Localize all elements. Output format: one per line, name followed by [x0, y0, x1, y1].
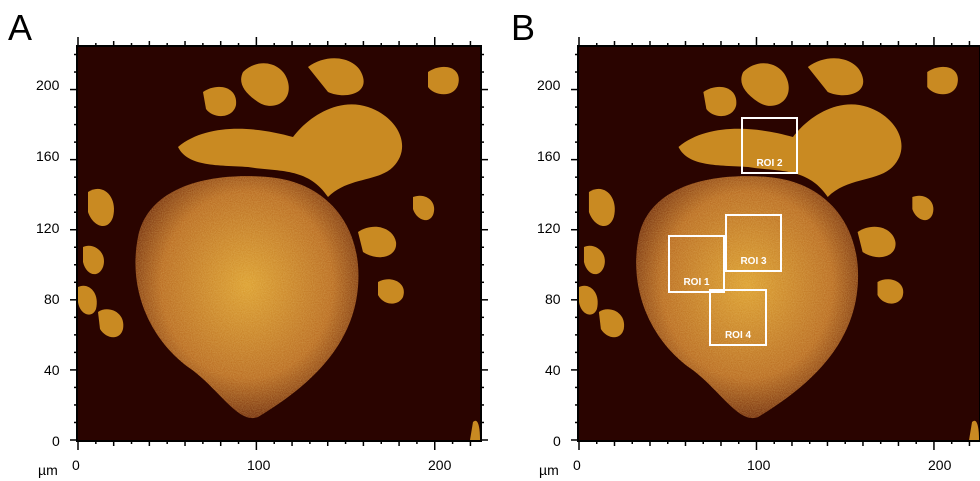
roi-4-label: ROI 4 [724, 330, 752, 341]
y-tick-label: 80 [545, 291, 561, 307]
x-tick-label: 0 [72, 457, 80, 473]
panel-letter: A [8, 7, 33, 48]
roi-2-label: ROI 2 [756, 158, 783, 169]
panel-b: B [501, 0, 980, 481]
y-tick-label: 120 [537, 220, 561, 236]
x-tick-label: 0 [573, 457, 581, 473]
panel-a: A [8, 7, 488, 478]
y-tick-label: 40 [545, 362, 561, 378]
y-tick-label: 80 [44, 291, 60, 307]
roi-3-box: ROI 3 [725, 214, 782, 272]
y-tick-label: 160 [36, 148, 60, 164]
microscopy-image [78, 47, 480, 440]
roi-2-box: ROI 2 [741, 117, 798, 174]
y-tick-label: 160 [537, 148, 561, 164]
roi-1-box: ROI 1 [668, 235, 725, 293]
roi-1-label: ROI 1 [683, 277, 710, 288]
y-tick-label: 40 [44, 362, 60, 378]
small-cells [579, 58, 979, 440]
roi-3-label: ROI 3 [740, 256, 767, 267]
panel-letter: B [511, 7, 536, 48]
microscopy-image-frame [70, 37, 488, 450]
x-tick-label: 100 [247, 457, 271, 473]
small-cells [78, 58, 480, 440]
x-tick-label: 200 [428, 457, 452, 473]
y-tick-label: 200 [537, 77, 561, 93]
y-tick-label: 200 [36, 77, 60, 93]
y-tick-label: 0 [553, 433, 561, 449]
x-tick-label: 200 [928, 457, 952, 473]
x-tick-label: 100 [747, 457, 771, 473]
microscopy-image-frame: ROI 1 ROI 2 ROI 3 ROI 4 [571, 37, 980, 450]
axis-ticks [70, 37, 488, 450]
y-tick-label: 0 [52, 433, 60, 449]
y-tick-label: 120 [36, 220, 60, 236]
axis-unit: µm [539, 462, 559, 478]
roi-4-box: ROI 4 [709, 289, 767, 346]
axis-unit: µm [38, 462, 58, 478]
